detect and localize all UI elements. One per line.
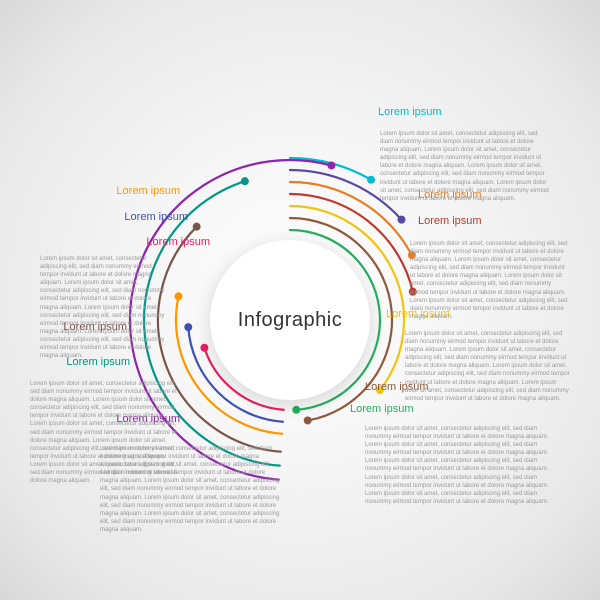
body-text-b6: Lorem ipsum dolor sit amet, consectetur …: [405, 330, 570, 403]
ring-label-r7: Lorem ipsum: [378, 106, 442, 118]
ring-dot-r7: [367, 176, 375, 184]
ring-label-l2: Lorem ipsum: [124, 211, 188, 223]
center-title: Infographic: [238, 309, 342, 332]
ring-label-l1: Lorem ipsum: [146, 236, 210, 248]
ring-dot-l6: [327, 161, 335, 169]
ring-label-l3: Lorem ipsum: [116, 185, 180, 197]
body-text-b4: Lorem ipsum dolor sit amet, consectetur …: [380, 130, 550, 203]
ring-dot-l2: [184, 323, 192, 331]
ring-dot-r2: [304, 416, 312, 424]
ring-dot-l5: [241, 177, 249, 185]
body-text-b1: Lorem ipsum dolor sit amet, consectetur …: [40, 255, 170, 360]
body-text-b3: Lorem ipsum dolor sit amet, consectetur …: [100, 445, 280, 534]
center-circle: Infographic: [210, 240, 370, 400]
ring-dot-l3: [174, 292, 182, 300]
ring-label-r4: Lorem ipsum: [418, 215, 482, 227]
body-text-b7: Lorem ipsum dolor sit amet, consectetur …: [365, 425, 565, 506]
ring-dot-r6: [397, 216, 405, 224]
ring-dot-l4: [193, 223, 201, 231]
ring-dot-r1: [292, 406, 300, 414]
infographic-stage: Infographic Lorem ipsumLorem ipsumLorem …: [0, 0, 600, 600]
body-text-b5: Lorem ipsum dolor sit amet, consectetur …: [410, 240, 570, 321]
ring-label-r1: Lorem ipsum: [350, 403, 414, 415]
ring-dot-l1: [200, 344, 208, 352]
